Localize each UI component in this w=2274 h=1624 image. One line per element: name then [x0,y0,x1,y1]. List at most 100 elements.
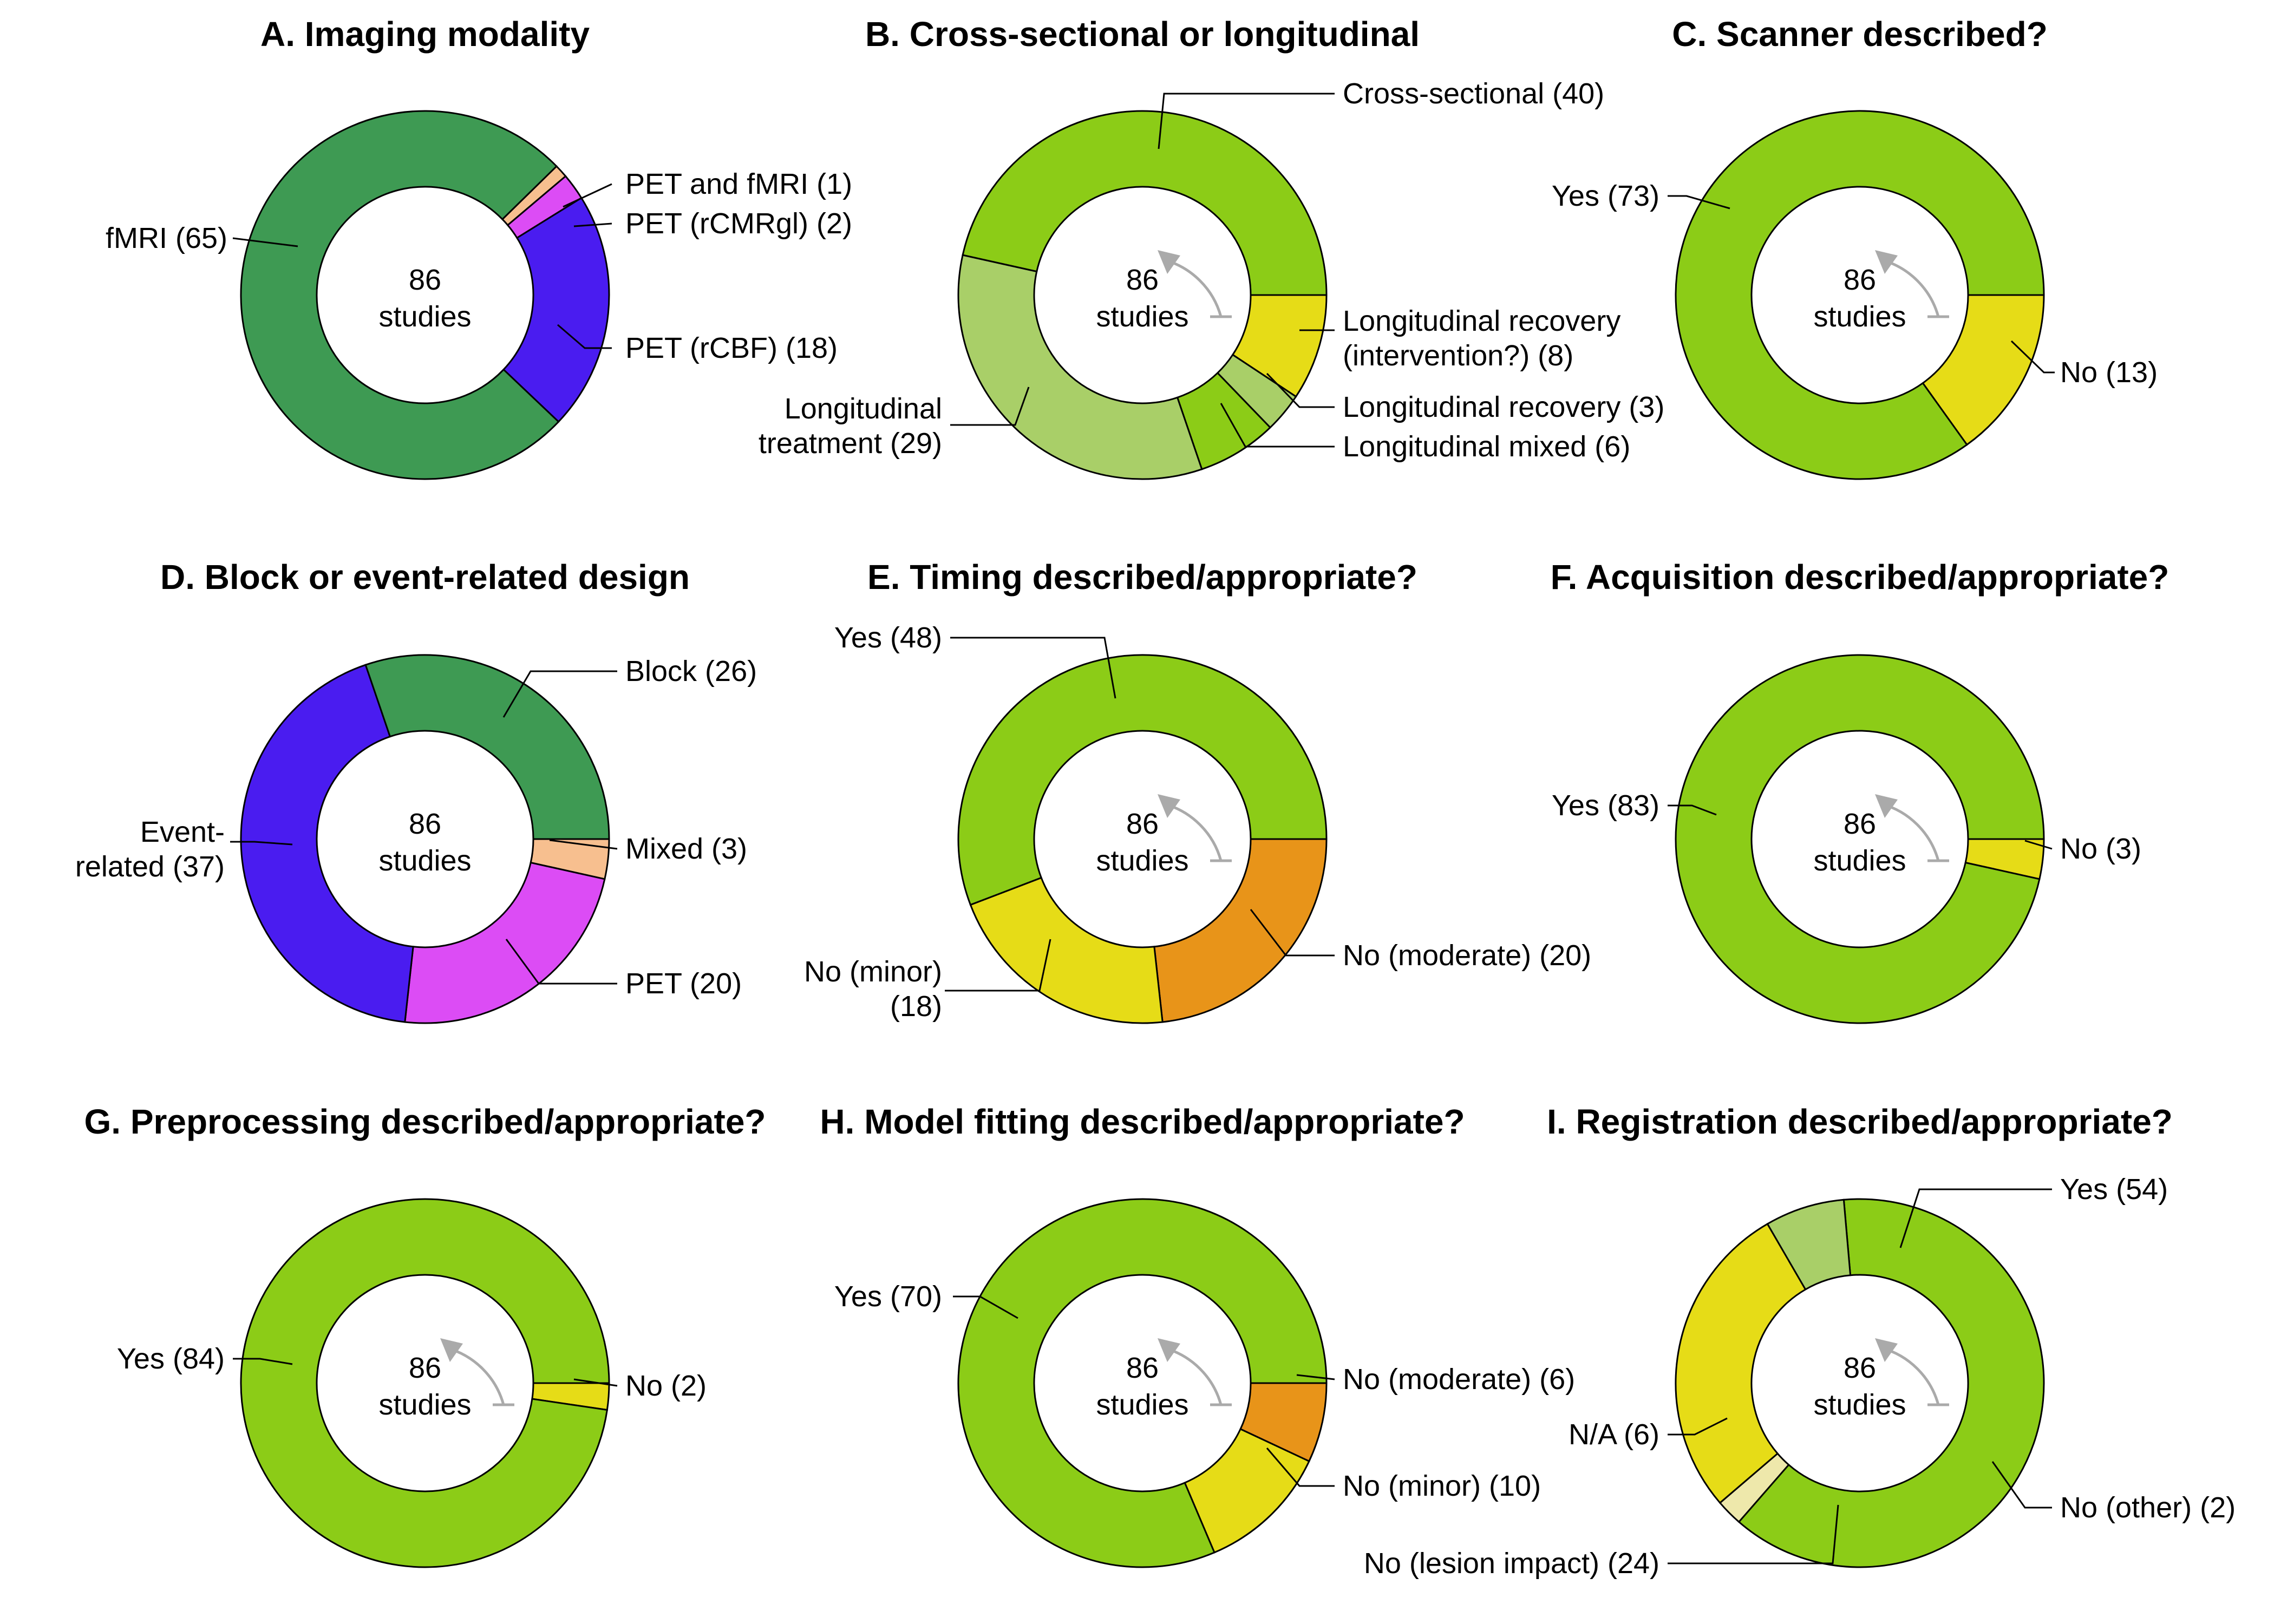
slice-label: Mixed (3) [625,833,747,865]
slice-label: PET and fMRI (1) [625,168,852,200]
slice-label: Block (26) [625,655,757,687]
leader-line [230,841,293,846]
donut-panel-6: F. Acquisition described/appropriate? 86 s… [1551,558,2170,1024]
slice-label: Yes (84) [117,1343,225,1375]
leader-line [1296,1374,1335,1380]
slice-label: Yes (54) [2060,1173,2168,1206]
donut-slice [240,110,560,480]
donut-panel-7: G. Preprocessing described/appropriate? 8… [84,1102,766,1568]
slice-label: No (minor) [804,955,942,988]
donut-panel-4: D. Block or event-related design 86 studie… [75,558,757,1024]
leader-line [1266,1448,1335,1487]
center-label: 86 [1126,1352,1159,1384]
center-label: 86 [1844,1352,1876,1384]
slice-label: Yes (83) [1552,789,1659,822]
leader-line [1668,1417,1728,1436]
leader-line [549,839,618,850]
center-label: studies [1096,1389,1188,1421]
direction-arrowhead [1875,1338,1898,1362]
donut-slice [1153,838,1328,1023]
leader-line [2024,840,2053,850]
panel-title: I. Registration described/appropriate? [1547,1102,2173,1141]
slice-label: PET (20) [625,967,742,1000]
donut-slice [364,654,610,840]
slice-label: PET (rCBF) (18) [625,332,838,364]
slice-label: No (3) [2060,833,2141,865]
center-label: studies [378,1389,471,1421]
panel-title: G. Preprocessing described/appropriate? [84,1102,766,1141]
leader-line [1668,195,1730,209]
leader-line [950,387,1030,426]
slice-label: N/A (6) [1569,1418,1659,1451]
leader-line [1250,909,1335,957]
leader-line [232,237,298,247]
direction-arrowhead [440,1338,463,1362]
leader-line [953,1295,1018,1319]
panel-title: D. Block or event-related design [160,558,690,597]
slice-label: No (moderate) (20) [1343,939,1591,972]
panel-title: B. Cross-sectional or longitudinal [865,15,1420,54]
donut-slice [240,664,414,1023]
slice-label: treatment (29) [759,427,942,460]
center-label: studies [1813,300,1906,333]
leader-line [502,670,617,718]
slice-label: Yes (70) [834,1280,942,1313]
panel-title: F. Acquisition described/appropriate? [1551,558,2170,597]
donut-slice [962,110,1328,296]
slice-label: Longitudinal recovery [1343,305,1620,337]
direction-arrowhead [1875,794,1898,818]
donut-panel-1: A. Imaging modality 86 studies PET and fMRI… [106,15,852,480]
panel-title: C. Scanner described? [1672,15,2048,54]
direction-arrowhead [1158,794,1180,818]
slice-label: No (lesion impact) (24) [1364,1547,1659,1580]
panel-title: A. Imaging modality [260,15,590,54]
leader-line [1668,804,1717,816]
slice-label: No (2) [625,1370,707,1402]
donut-slice [969,876,1164,1024]
center-label: 86 [1844,808,1876,840]
slice-label: Event- [140,816,225,848]
center-label: 86 [409,808,441,840]
slice-label: Yes (48) [834,621,942,654]
center-label: studies [378,300,471,333]
slice-label: Longitudinal recovery (3) [1343,391,1664,423]
donut-slice [404,861,606,1024]
slice-label: No (13) [2060,356,2158,389]
leader-line [945,939,1051,992]
donut-slice [1675,1222,1807,1504]
donut-slice [502,197,610,423]
donut-slice [957,254,1203,480]
center-label: studies [1096,844,1188,877]
leader-line [1899,1188,2052,1248]
panel-title: E. Timing described/appropriate? [867,558,1417,597]
donut-panel-2: B. Cross-sectional or longitudinal 86 stud… [759,15,1664,480]
donut-slice [240,1198,610,1568]
slice-label: Cross-sectional (40) [1343,77,1604,110]
leader-line [573,222,612,227]
slice-label: Yes (73) [1552,180,1659,212]
center-label: studies [1096,300,1188,333]
slice-label: Longitudinal mixed (6) [1343,430,1630,463]
donut-slice [957,1198,1328,1568]
slice-label: No (moderate) (6) [1343,1363,1575,1396]
leader-line [563,183,612,208]
donut-slice [1675,110,2045,480]
leader-line [1158,93,1335,149]
donut-panel-8: H. Model fitting described/appropriate? 8… [820,1102,1575,1568]
center-label: studies [1813,1389,1906,1421]
donut-slice [957,654,1328,906]
leader-line [1991,1461,2052,1509]
slice-label: related (37) [75,850,225,883]
leader-line [1220,403,1335,448]
center-label: 86 [1844,264,1876,296]
center-label: studies [378,844,471,877]
donut-slice [1675,654,2045,1024]
center-label: studies [1813,844,1906,877]
leader-line [233,1358,293,1365]
donut-slice [1922,294,2045,446]
leader-line [1668,1504,1839,1564]
slice-label: No (minor) (10) [1343,1470,1541,1502]
center-label: 86 [409,264,441,296]
panel-title: H. Model fitting described/appropriate? [820,1102,1465,1141]
donut-slice [1766,1199,1852,1291]
